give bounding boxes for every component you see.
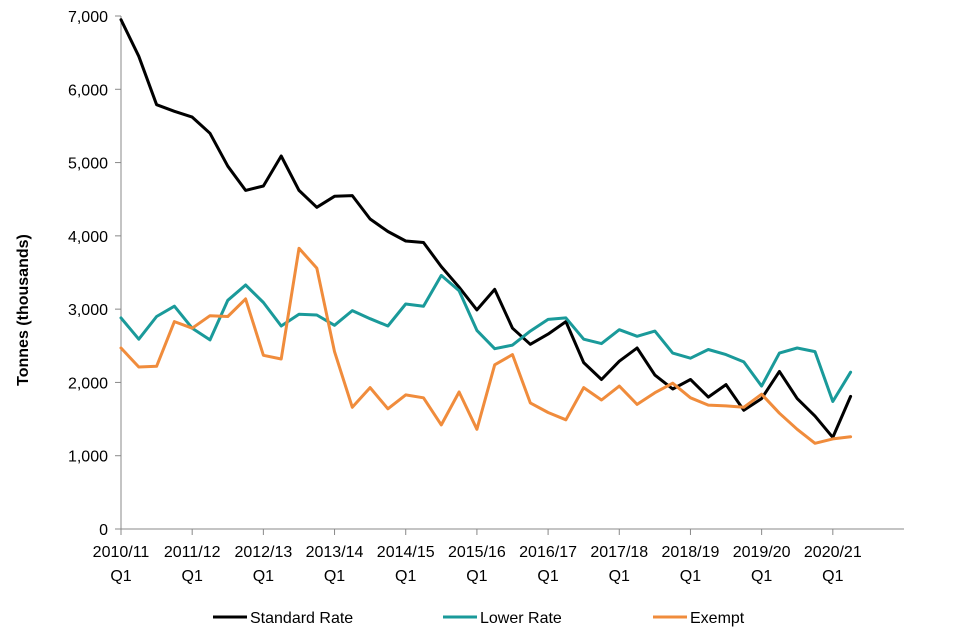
x-tick-quarter-label: Q1 [609,568,630,585]
y-tick-label: 7,000 [68,9,108,26]
y-tick-label: 1,000 [68,449,108,466]
x-tick-year-label: 2017/18 [590,544,648,561]
plot-area [119,18,853,445]
x-tick-year-label: 2013/14 [306,544,364,561]
x-tick-quarter-label: Q1 [395,568,416,585]
x-tick-quarter-label: Q1 [822,568,843,585]
series-line-exempt [119,246,853,445]
legend: Standard Rate Lower Rate Exempt [213,610,745,627]
x-tick-quarter-label: Q1 [466,568,487,585]
x-tick-quarter-label: Q1 [253,568,274,585]
x-tick-year-label: 2010/11 [93,544,150,561]
x-tick-year-label: 2016/17 [519,544,577,561]
x-tick-quarter-label: Q1 [182,568,203,585]
legend-label-exempt: Exempt [690,610,745,627]
x-tick-quarter-label: Q1 [751,568,772,585]
x-axis: 2010/11 Q1 2011/12 Q1 2012/13 Q1 2013/14 Q1 2014… [93,528,904,585]
y-axis: 0 1,000 2,000 3,000 4,000 5,000 6,000 7,000 [68,9,122,539]
x-tick-year-label: 2011/12 [164,544,221,561]
series-line-lower-rate [119,273,853,403]
legend-label-standard-rate: Standard Rate [250,610,353,627]
x-tick-quarter-label: Q1 [680,568,701,585]
series-line-standard-rate [119,18,853,439]
y-tick-label: 4,000 [68,229,108,246]
x-tick-quarter-label: Q1 [324,568,345,585]
x-tick-year-label: 2015/16 [448,544,506,561]
y-tick-label: 2,000 [68,375,108,392]
x-tick-year-label: 2020/21 [804,544,862,561]
y-tick-label: 3,000 [68,302,108,319]
x-tick-year-label: 2014/15 [377,544,435,561]
y-tick-label: 6,000 [68,82,108,99]
x-tick-year-label: 2019/20 [733,544,791,561]
y-axis-title: Tonnes (thousands) [15,234,32,386]
legend-label-lower-rate: Lower Rate [480,610,562,627]
x-tick-year-label: 2018/19 [662,544,720,561]
y-tick-label: 5,000 [68,156,108,173]
x-tick-quarter-label: Q1 [537,568,558,585]
y-tick-label: 0 [99,522,108,539]
x-tick-year-label: 2012/13 [234,544,292,561]
x-tick-quarter-label: Q1 [110,568,131,585]
